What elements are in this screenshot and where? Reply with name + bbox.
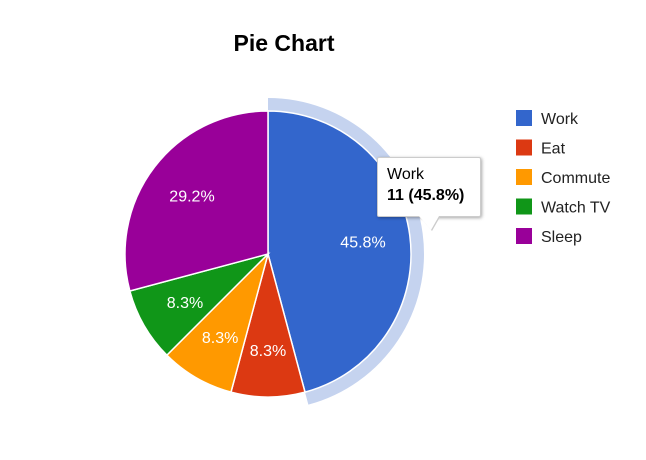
slice-work[interactable] — [267, 110, 412, 394]
pie-slices[interactable] — [124, 110, 412, 398]
legend-swatch-eat[interactable] — [516, 139, 532, 156]
legend-label-watch-tv[interactable]: Watch TV — [541, 200, 611, 217]
tooltip-tail — [419, 216, 439, 230]
slice-label-commute: 8.3% — [202, 330, 238, 347]
slice-sleep[interactable] — [124, 110, 269, 292]
legend-label-work[interactable]: Work — [541, 111, 579, 128]
legend: Work Eat Commute Watch TV Sleep — [516, 110, 611, 246]
legend-label-eat[interactable]: Eat — [541, 141, 566, 158]
slice-label-eat: 8.3% — [250, 343, 286, 360]
chart-title: Pie Chart — [234, 30, 335, 56]
tooltip-name: Work — [387, 166, 425, 183]
legend-swatch-sleep[interactable] — [516, 228, 532, 244]
slice-label-watch-tv: 8.3% — [167, 295, 203, 312]
slice-label-sleep: 29.2% — [169, 189, 214, 206]
legend-label-commute[interactable]: Commute — [541, 170, 610, 187]
slice-labels: 45.8% 8.3% 8.3% 8.3% 29.2% — [167, 189, 386, 360]
tooltip: Work 11 (45.8%) — [377, 157, 481, 217]
slice-label-work: 45.8% — [340, 234, 385, 251]
legend-swatch-commute[interactable] — [516, 169, 532, 185]
legend-swatch-work[interactable] — [516, 110, 532, 126]
legend-label-sleep[interactable]: Sleep — [541, 229, 582, 246]
tooltip-value: 11 (45.8%) — [387, 187, 465, 204]
legend-swatch-watch-tv[interactable] — [516, 198, 532, 215]
